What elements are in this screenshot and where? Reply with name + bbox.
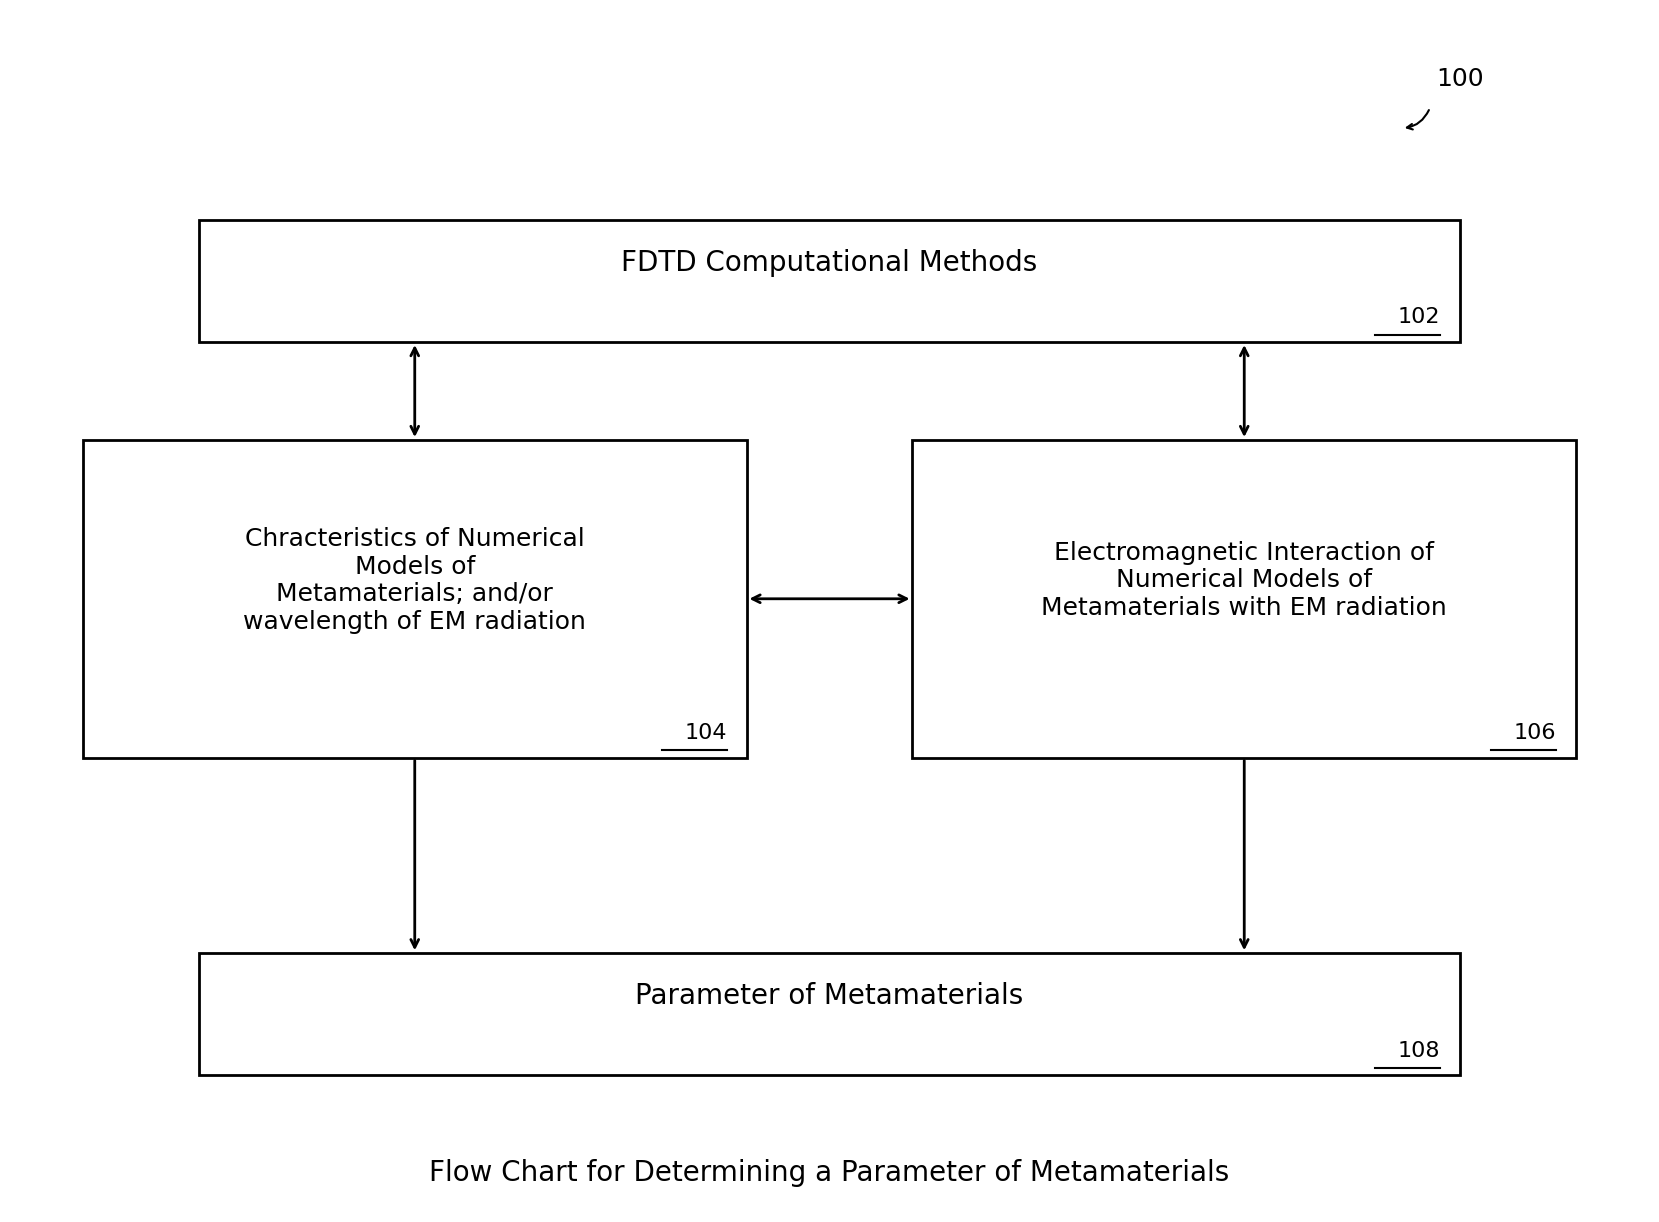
Text: Parameter of Metamaterials: Parameter of Metamaterials — [635, 982, 1024, 1009]
FancyBboxPatch shape — [83, 440, 747, 758]
Text: Flow Chart for Determining a Parameter of Metamaterials: Flow Chart for Determining a Parameter o… — [430, 1160, 1229, 1187]
Text: Electromagnetic Interaction of
Numerical Models of
Metamaterials with EM radiati: Electromagnetic Interaction of Numerical… — [1042, 540, 1447, 621]
Text: 100: 100 — [1437, 67, 1483, 92]
Text: 106: 106 — [1513, 723, 1556, 743]
FancyBboxPatch shape — [199, 953, 1460, 1075]
Text: 104: 104 — [684, 723, 727, 743]
FancyBboxPatch shape — [199, 220, 1460, 342]
FancyBboxPatch shape — [912, 440, 1576, 758]
Text: Chracteristics of Numerical
Models of
Metamaterials; and/or
wavelength of EM rad: Chracteristics of Numerical Models of Me… — [244, 527, 586, 634]
Text: 102: 102 — [1397, 308, 1440, 327]
Text: FDTD Computational Methods: FDTD Computational Methods — [622, 249, 1037, 276]
Text: 108: 108 — [1397, 1041, 1440, 1061]
